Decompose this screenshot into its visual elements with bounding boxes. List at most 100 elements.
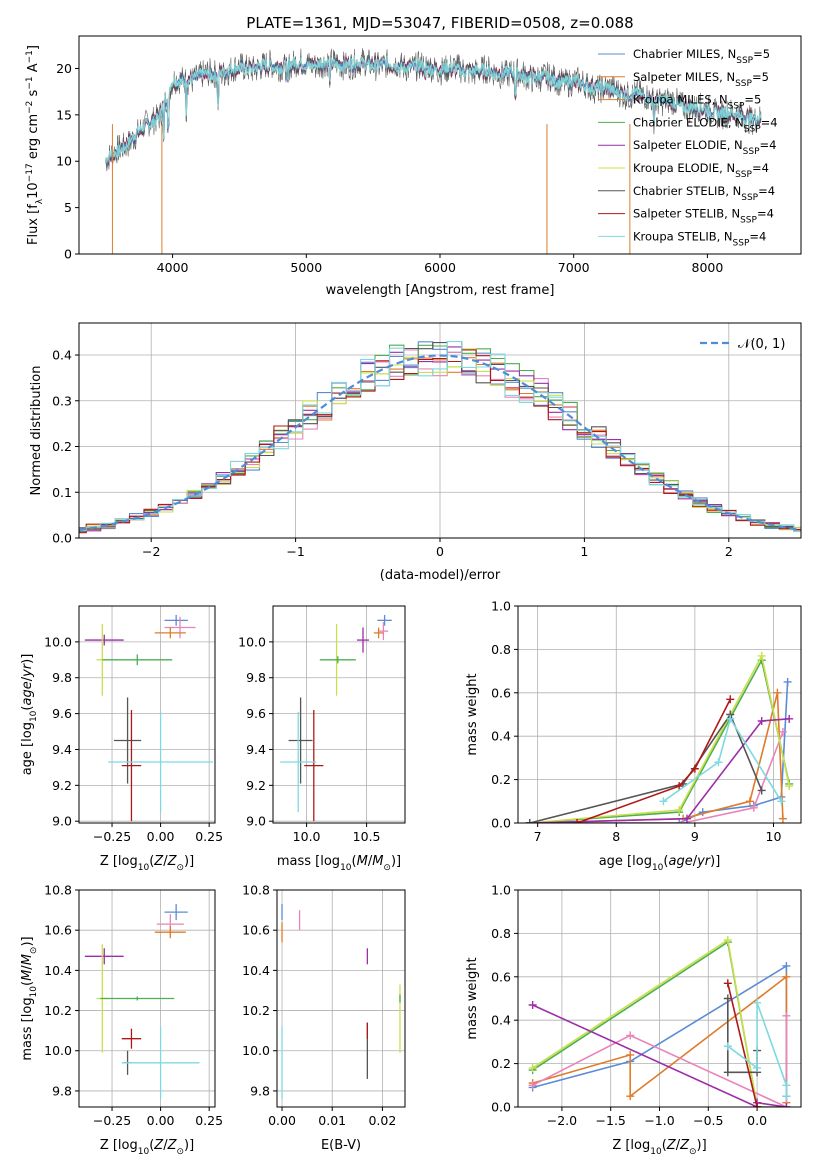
series-marker [785, 782, 794, 791]
series-marker [753, 1103, 762, 1107]
x-tick-label: −1 [286, 544, 304, 559]
y-tick-label: 10.2 [44, 1003, 72, 1018]
plot-area [84, 614, 214, 822]
errorbar-point [121, 1028, 142, 1049]
series-line [529, 681, 789, 823]
series-marker [782, 1103, 791, 1107]
axes-age_vs_Z: −0.25 0.00 0.25 9.0 9.2 9.4 9.6 9.8 10.0 [44, 605, 223, 844]
series-marker [525, 819, 534, 823]
x-tick-label: −0.25 [93, 829, 131, 844]
y-tick-label: 0.4 [491, 1013, 511, 1028]
y-tick-label: 0.4 [52, 348, 72, 363]
x-tick-label: 0.00 [268, 1113, 296, 1128]
series-marker [675, 782, 684, 791]
errorbar-point [113, 697, 142, 784]
spectrum-chabrier_stelib [105, 48, 762, 172]
series-line [529, 712, 763, 823]
axes-mass_weight_vs_age: 7 8 9 10 0.0 0.2 0.4 0.6 0.8 1.0 [491, 599, 802, 844]
legend-label: Chabrier ELODIE, NSSP=4 [633, 115, 778, 134]
series-marker [690, 764, 699, 773]
x-tick-label: −1.0 [644, 1113, 674, 1128]
histogram-series [79, 341, 801, 533]
series-line [529, 731, 784, 823]
series-marker [675, 819, 684, 823]
y-tick-label: 0.6 [491, 685, 511, 700]
x-axis-label: age [log10(age/yr)] [599, 854, 721, 873]
y-tick-label: 15 [56, 107, 72, 122]
series-marker [783, 677, 792, 686]
axes-mass_vs_ebv: 0.00 0.01 0.02 9.8 10.0 10.2 10.4 10.6 10.8 [242, 883, 406, 1128]
series-marker [782, 1092, 791, 1101]
y-tick-label: 0.4 [491, 729, 511, 744]
y-tick-label: 9.8 [246, 670, 266, 685]
axes-frame [272, 605, 406, 824]
series-marker [782, 972, 791, 981]
y-tick-label: 9.8 [52, 1083, 72, 1098]
series-marker [785, 714, 794, 723]
series-marker [782, 1081, 791, 1090]
x-tick-label: 6000 [424, 260, 456, 275]
legend-label: Kroupa ELODIE, NSSP=4 [633, 161, 769, 180]
x-tick-label: 0 [436, 544, 444, 559]
errorbar-point [108, 711, 214, 813]
legend-label: Salpeter ELODIE, NSSP=4 [633, 138, 776, 157]
y-tick-label: 10.0 [44, 1043, 72, 1058]
x-tick-label: −0.5 [693, 1113, 723, 1128]
plot-area [525, 651, 794, 823]
series-line [532, 938, 787, 1107]
series-marker [749, 803, 758, 812]
y-tick-label: 9.0 [246, 814, 266, 829]
y-tick-label: 10.8 [44, 883, 72, 898]
x-axis-label: E(B-V) [321, 1138, 361, 1153]
errorbar-point [373, 627, 384, 639]
x-axis-label: mass [log10(M/M⊙)] [277, 854, 401, 873]
errorbar-point [121, 1026, 200, 1099]
legend-label: 𝒩(0, 1) [738, 337, 785, 352]
y-tick-label: 9.2 [246, 778, 266, 793]
x-tick-label: −0.25 [93, 1113, 131, 1128]
y-tick-label: 10.4 [242, 963, 270, 978]
plot-area [528, 935, 791, 1107]
axes-frame [276, 889, 406, 1108]
series-marker [723, 935, 732, 944]
x-tick-label: 0.02 [368, 1113, 396, 1128]
x-tick-label: 7000 [558, 260, 590, 275]
errorbar-point [84, 634, 124, 646]
y-tick-label: 10.6 [242, 923, 270, 938]
errorbar-point [164, 614, 188, 626]
plot-area [84, 904, 200, 1099]
series-marker [745, 797, 754, 806]
x-tick-label: −2 [142, 544, 160, 559]
y-tick-label: 0.0 [491, 816, 511, 831]
axes-frame [78, 605, 216, 824]
series-marker [626, 1092, 635, 1101]
series-marker [723, 994, 732, 1003]
axes-mass_vs_Z: −0.25 0.00 0.25 9.8 10.0 10.2 10.4 10.6 10.8 [44, 883, 223, 1129]
y-tick-label: 10.0 [44, 634, 72, 649]
errorbar-point [154, 627, 186, 639]
x-tick-label: 10.0 [293, 829, 321, 844]
y-tick-label: 0.2 [491, 1056, 511, 1071]
x-tick-label: 0.01 [318, 1113, 346, 1128]
plot-area [79, 340, 801, 534]
y-tick-label: 0.3 [52, 393, 72, 408]
series-marker [777, 797, 786, 806]
legend-label: Chabrier STELIB, NSSP=4 [633, 184, 775, 203]
y-axis-label: Flux [fλ10−17 erg cm−2 s−1 A−1] [25, 45, 45, 245]
y-tick-label: 10.8 [242, 883, 270, 898]
x-tick-label: 0.25 [195, 1113, 223, 1128]
series-marker [782, 961, 791, 970]
y-tick-label: 9.6 [52, 706, 72, 721]
errorbar-point [154, 926, 186, 939]
y-tick-label: 0.0 [491, 1100, 511, 1115]
errorbar-point [378, 622, 389, 641]
y-tick-label: 9.8 [52, 670, 72, 685]
y-tick-label: 10.6 [44, 923, 72, 938]
x-tick-label: 10 [766, 829, 782, 844]
series-marker [675, 805, 684, 814]
axes-mass_weight_vs_Z: −2.0 −1.5 −1.0 −0.5 0.0 0.0 0.2 0.4 0.6 0.8 1.0 [491, 883, 802, 1128]
legend: Chabrier MILES, NSSP=5 Salpeter MILES, NS… [598, 47, 778, 248]
y-axis-label: mass weight [465, 957, 480, 1039]
legend-label: Salpeter MILES, NSSP=5 [633, 70, 769, 89]
